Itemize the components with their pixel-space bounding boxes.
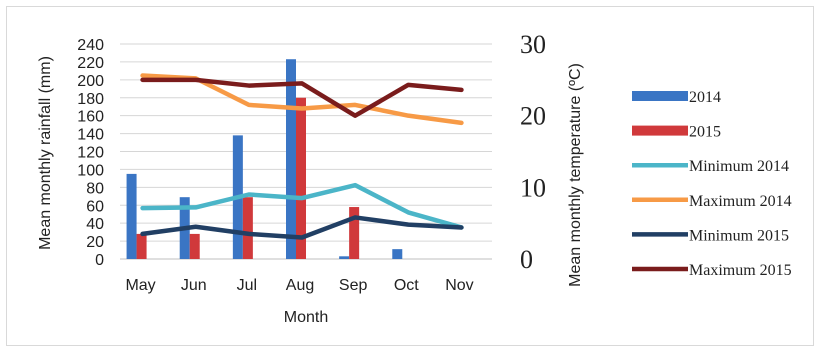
chart-frame	[6, 6, 814, 346]
bar-2015-Jul	[242, 197, 253, 259]
line-minimum-2014	[140, 182, 464, 230]
secondary-y-axis-title: Mean monthly temperature (ºC)	[567, 63, 584, 287]
line-maximum-2015	[140, 77, 464, 118]
line-series	[140, 73, 464, 240]
legend: 2014 2015 Minimum 2014 Maximum 2014 Minimum …	[632, 89, 792, 279]
x-tick-label: Sep	[339, 277, 368, 294]
y-tick-label: 40	[86, 216, 104, 233]
legend-label: 2015	[689, 124, 721, 141]
legend-label: Maximum 2015	[689, 262, 792, 279]
y-tick-label: 120	[77, 145, 104, 162]
y2-tick-label: 10	[520, 173, 546, 202]
y-tick-label: 60	[86, 198, 104, 215]
x-tick-label: May	[125, 277, 155, 294]
x-tick-label: Jun	[181, 277, 207, 294]
y-tick-label: 180	[77, 91, 104, 108]
y-tick-label: 0	[95, 252, 104, 269]
y-tick-label: 240	[77, 37, 104, 54]
y-tick-label: 20	[86, 234, 104, 251]
x-tick-label: Jul	[237, 277, 257, 294]
x-axis-title: Month	[284, 309, 328, 326]
legend-label: Minimum 2015	[689, 227, 789, 244]
x-tick-label: Aug	[286, 277, 314, 294]
bar-2015-Sep	[349, 207, 360, 259]
line-minimum-2015	[140, 215, 464, 240]
y2-tick-label: 0	[520, 245, 533, 274]
y-tick-label: 80	[86, 180, 104, 197]
bar-2015-Jun	[189, 233, 200, 259]
y2-tick-label: 20	[520, 102, 546, 131]
y-tick-label: 220	[77, 55, 104, 72]
y-axis-title: Mean monthly rainfall (mm)	[37, 56, 54, 250]
legend-label: Minimum 2014	[689, 158, 789, 175]
bar-2014-May	[126, 173, 137, 259]
bar-2014-Oct	[392, 249, 403, 259]
legend-label: Maximum 2014	[689, 193, 792, 210]
x-tick-label: Nov	[445, 277, 473, 294]
y-tick-label: 100	[77, 162, 104, 179]
y-tick-label: 160	[77, 109, 104, 126]
secondary-y-tick-labels: 0 10 20 30	[520, 30, 546, 274]
y-tick-label: 200	[77, 73, 104, 90]
bar-2014-Aug	[286, 59, 296, 259]
y2-tick-label: 30	[520, 30, 546, 59]
y-tick-label: 140	[77, 127, 104, 144]
legend-swatch-bar	[632, 91, 688, 101]
x-tick-labels: May Jun Jul Aug Sep Oct Nov	[125, 277, 473, 294]
legend-swatch-bar	[632, 125, 688, 136]
bar-2014-Sep	[339, 256, 350, 259]
bar-2015-Aug	[296, 97, 306, 259]
legend-label: 2014	[689, 89, 721, 106]
bar-2015-May	[136, 233, 147, 259]
x-tick-label: Oct	[394, 277, 419, 294]
